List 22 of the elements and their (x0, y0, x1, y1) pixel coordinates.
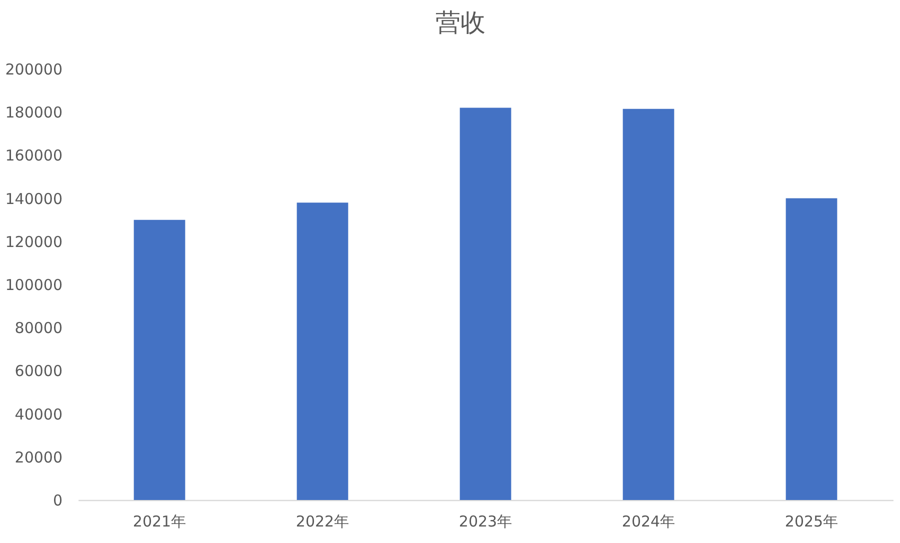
x-tick-label: 2021年 (132, 512, 186, 530)
x-tick-label: 2023年 (458, 512, 512, 530)
bar (134, 220, 186, 500)
y-tick-label: 200000 (5, 60, 62, 78)
chart-title: 营收 (436, 8, 486, 37)
y-tick-label: 20000 (14, 448, 62, 466)
y-tick-label: 140000 (5, 190, 62, 208)
y-tick-label: 80000 (14, 319, 62, 338)
y-tick-label: 40000 (14, 405, 62, 424)
y-tick-label: 100000 (5, 276, 62, 294)
y-tick-label: 180000 (5, 104, 62, 122)
x-tick-label: 2022年 (296, 512, 350, 530)
bar (460, 108, 512, 500)
y-tick-label: 120000 (5, 232, 62, 251)
y-tick-label: 160000 (5, 146, 62, 165)
bar (296, 202, 348, 500)
bar (622, 108, 674, 500)
x-tick-label: 2025年 (784, 512, 838, 530)
bar (786, 198, 838, 500)
y-tick-label: 0 (52, 492, 62, 510)
x-tick-label: 2024年 (622, 512, 676, 530)
y-tick-label: 60000 (14, 362, 62, 380)
